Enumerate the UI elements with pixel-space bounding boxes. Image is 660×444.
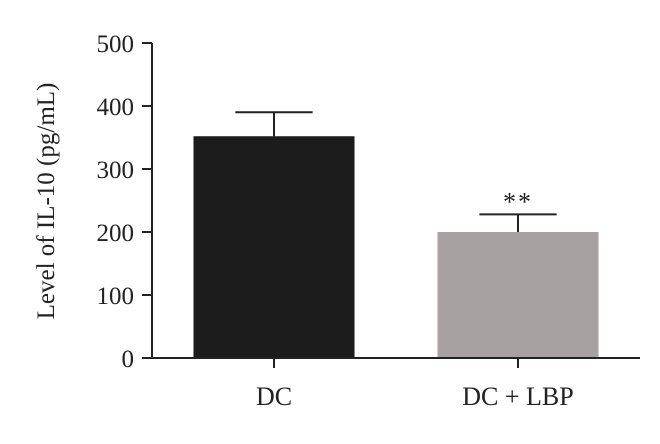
y-tick-label: 0 (122, 346, 135, 373)
x-category-label: DC (256, 382, 292, 411)
error-bars: ** (235, 111, 557, 232)
y-axis: 0 100 200 300 400 500 (97, 31, 153, 373)
bar-1 (193, 136, 355, 358)
y-tick-label: 400 (97, 94, 135, 121)
y-tick-label: 300 (97, 157, 135, 184)
x-category-label: DC + LBP (462, 382, 573, 411)
y-tick-label: 200 (97, 220, 135, 247)
y-axis-title: Level of IL-10 (pg/mL) (33, 83, 60, 320)
y-tick-label: 500 (97, 31, 135, 58)
significance-label: ** (503, 187, 533, 216)
bars (193, 136, 599, 358)
y-tick-label: 100 (97, 283, 135, 310)
bar-2 (437, 232, 599, 358)
x-axis: DC DC + LBP (151, 357, 640, 411)
